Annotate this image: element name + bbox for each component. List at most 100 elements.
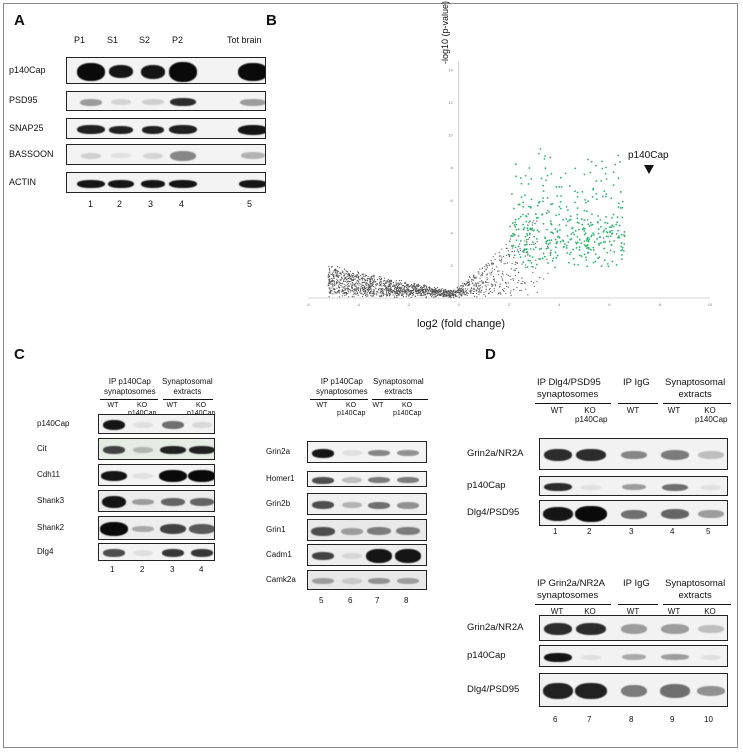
volcano-significant-point [546,174,549,177]
volcano-significant-point [604,195,607,198]
volcano-point [387,278,389,281]
volcano-point [394,297,396,299]
panel-c-left-row-label: Shank3 [37,496,65,505]
volcano-point [483,270,486,273]
volcano-point [452,290,455,292]
volcano-point [412,291,415,293]
volcano-significant-point [525,215,527,217]
volcano-point [398,293,400,295]
volcano-significant-point [524,235,527,238]
volcano-point [513,289,515,291]
volcano-point [519,253,521,255]
volcano-point [370,289,372,291]
volcano-point [419,288,422,290]
volcano-point [363,288,366,290]
volcano-point [478,282,480,284]
panel-d-bottom-blot-band [621,685,647,697]
volcano-point [366,293,368,295]
volcano-point [338,267,341,269]
volcano-point [410,292,412,294]
panel-c-right-blot-band [366,549,392,563]
volcano-point [371,295,373,297]
volcano-point [329,288,331,290]
volcano-point [520,282,522,285]
panel-a-blot-band [111,99,131,105]
volcano-significant-point [558,205,561,208]
volcano-point [403,289,405,291]
volcano-point [457,290,460,292]
panel-d-bottom-blot-band [661,654,689,660]
volcano-significant-point [610,197,613,200]
volcano-point [365,283,367,285]
volcano-point [459,289,461,292]
volcano-significant-point [536,204,539,207]
volcano-point [374,293,376,295]
volcano-point [433,296,435,298]
volcano-point [452,296,455,298]
volcano-significant-point [607,265,610,268]
volcano-significant-point [546,239,549,242]
volcano-point [452,293,455,295]
volcano-significant-point [535,238,538,240]
volcano-point [424,294,426,296]
panel-d-bottom-lane-number: 9 [670,715,675,724]
volcano-point [459,290,462,292]
volcano-point [365,274,367,276]
volcano-point [468,275,471,278]
panel-d-bottom-blot [539,615,728,641]
volcano-point [398,283,401,285]
volcano-point [431,289,434,291]
volcano-significant-point [605,235,608,238]
volcano-point [503,290,505,293]
volcano-point [527,238,530,240]
volcano-significant-point [585,244,588,247]
volcano-significant-point [541,257,544,260]
volcano-point [424,285,426,287]
volcano-point [415,292,418,294]
volcano-point [345,284,347,287]
volcano-point [492,275,495,278]
volcano-significant-point [540,177,543,180]
panel-a-blot-band [108,179,134,188]
volcano-point [524,282,526,285]
volcano-point [478,288,480,290]
volcano-point [356,283,359,285]
volcano-point [476,296,478,298]
volcano-significant-point [544,237,547,240]
volcano-point [500,276,503,278]
x-tick-label: 10 [708,302,713,307]
volcano-point [402,284,404,287]
volcano-point [482,282,484,284]
volcano-point [367,295,369,297]
volcano-point [415,285,418,287]
volcano-point [506,254,508,256]
volcano-significant-point [609,226,612,229]
volcano-significant-point [592,246,595,249]
volcano-point [399,282,401,284]
volcano-point [478,273,480,275]
panel-a-blot-band [80,98,102,106]
volcano-point [501,257,503,259]
volcano-point [356,288,358,290]
volcano-point [500,259,503,261]
volcano-point [367,275,369,278]
volcano-point [423,292,425,294]
volcano-point [527,294,529,296]
volcano-point [464,288,466,290]
volcano-point [330,283,332,285]
volcano-point [373,289,375,291]
volcano-point [412,286,414,288]
volcano-point [423,293,425,295]
volcano-point [341,282,344,284]
volcano-significant-point [569,218,572,221]
volcano-point [390,291,392,293]
volcano-significant-point [529,220,531,223]
y-tick-label: 8 [451,165,454,170]
volcano-point [434,296,436,298]
volcano-point [515,267,517,270]
volcano-point [473,274,475,276]
volcano-point [328,285,330,287]
volcano-point [362,281,364,284]
volcano-significant-point [583,230,586,232]
volcano-annotation: p140Cap [628,150,669,161]
